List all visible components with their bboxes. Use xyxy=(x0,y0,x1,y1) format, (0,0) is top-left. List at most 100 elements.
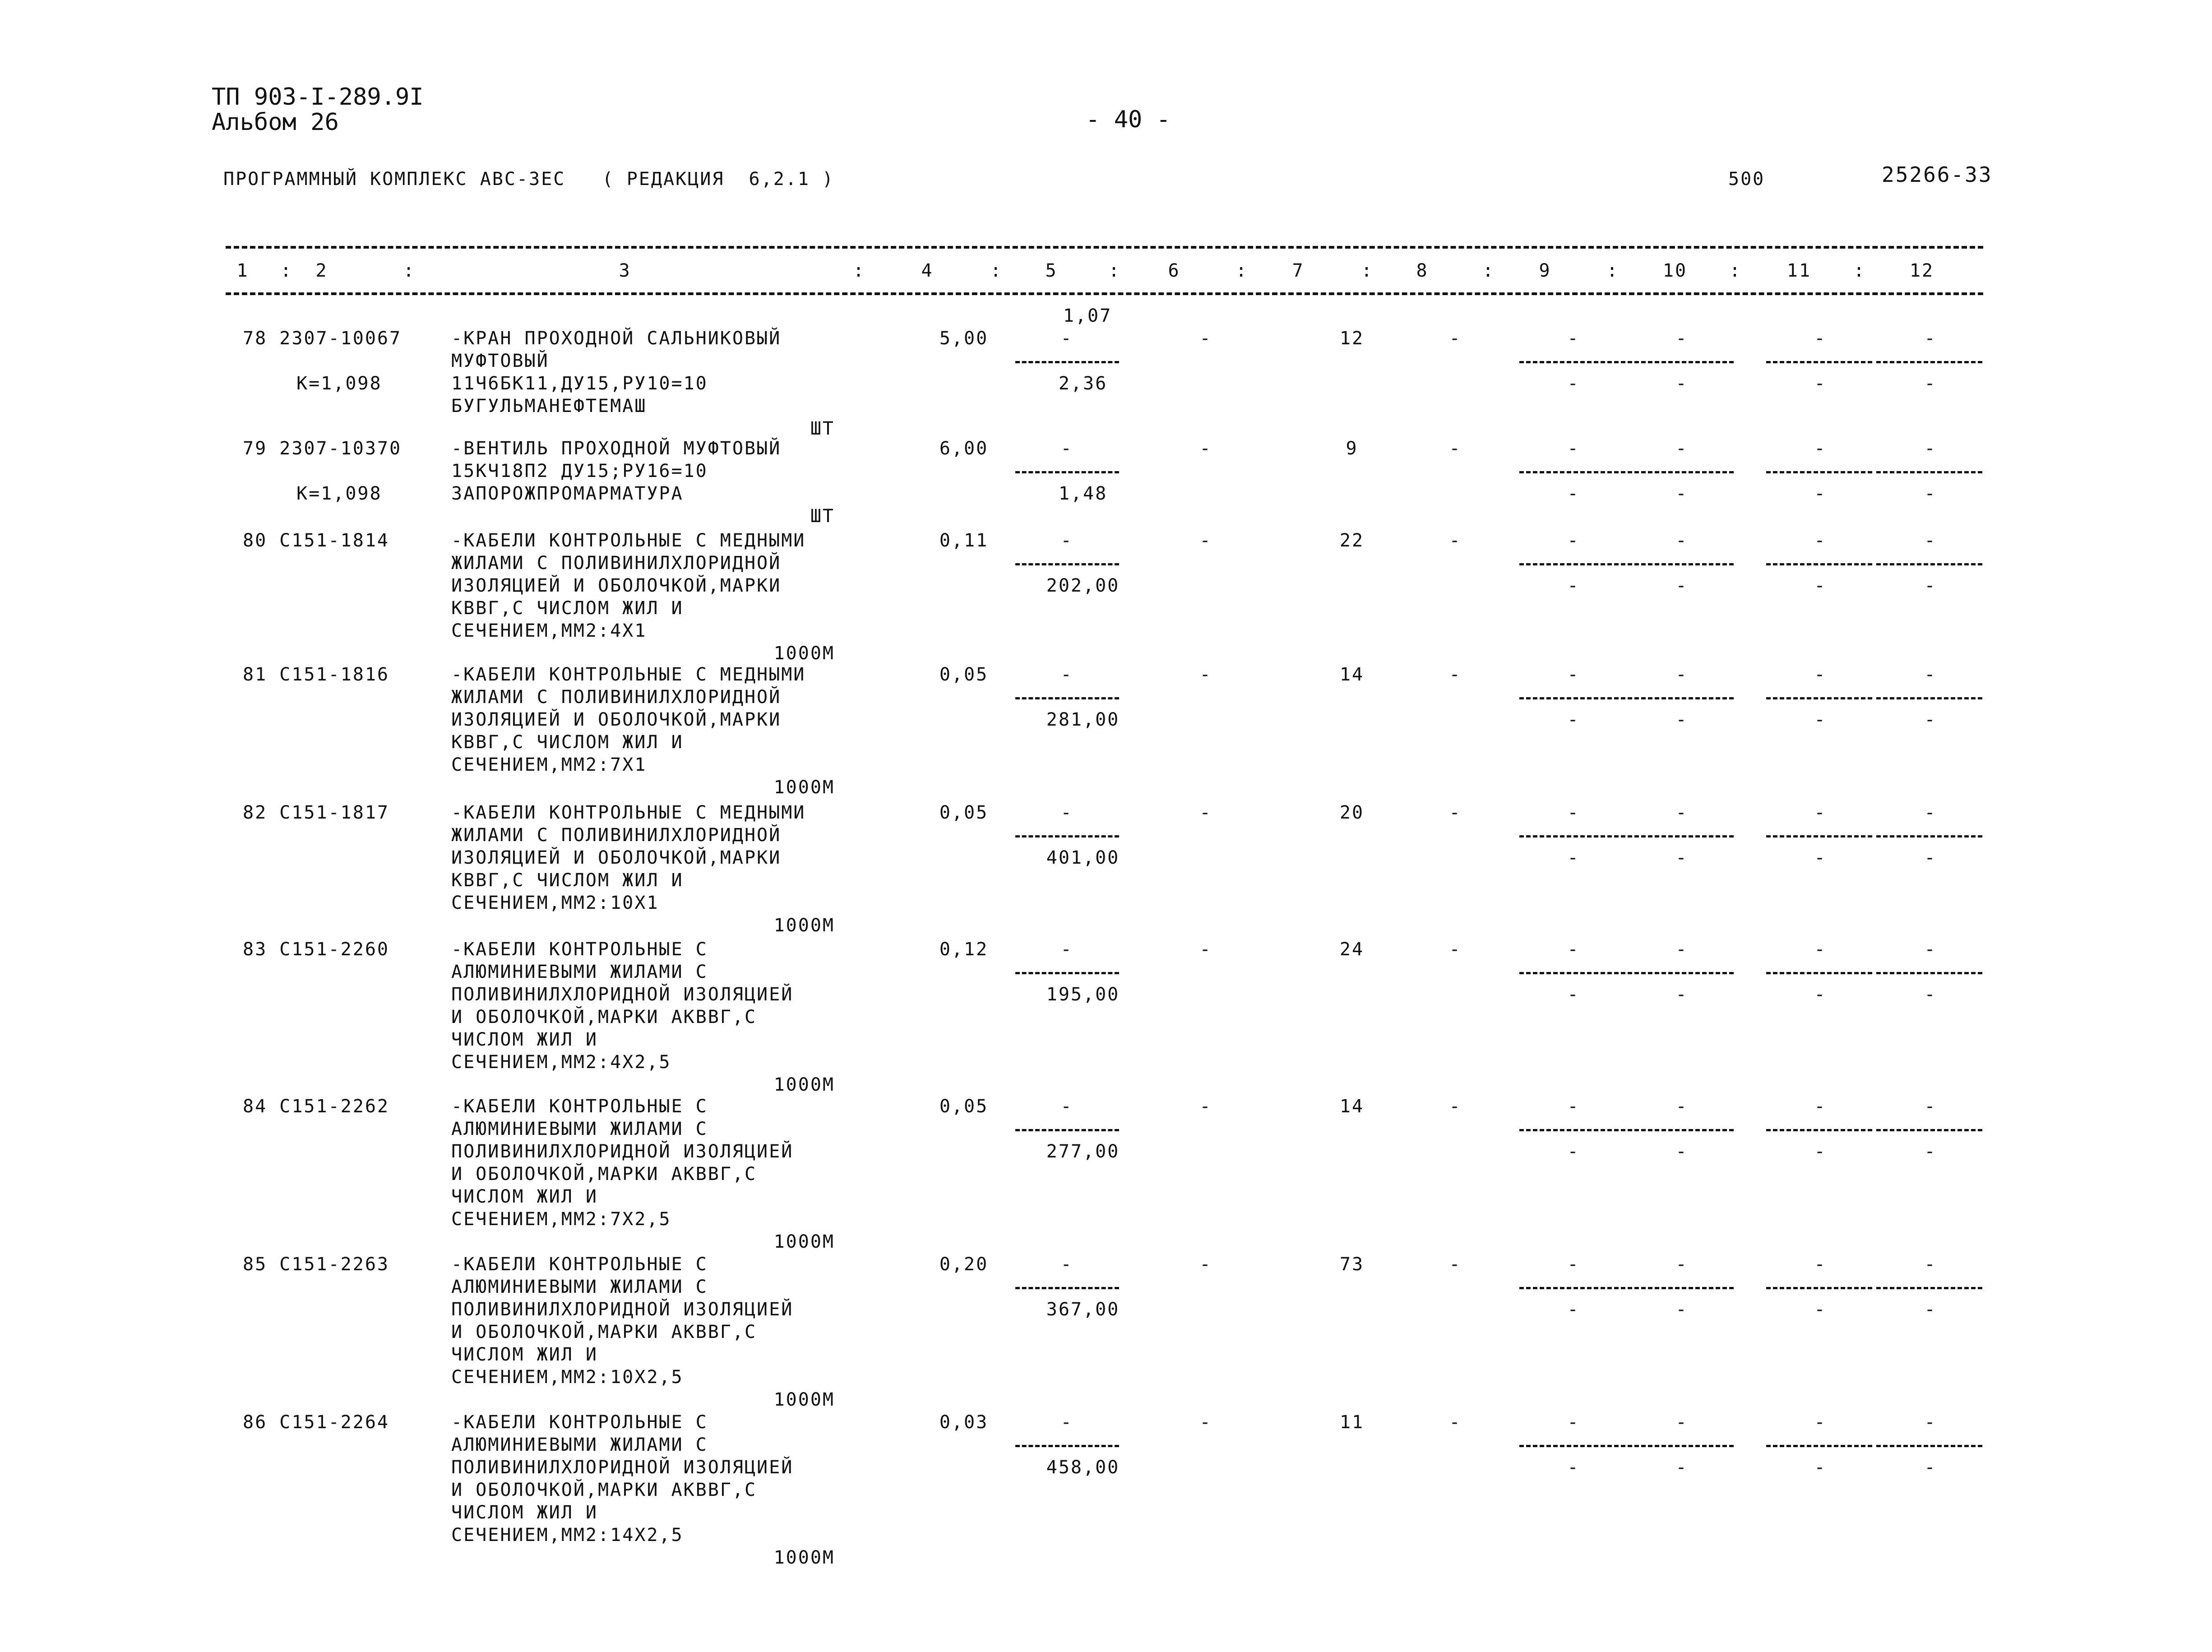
column-separator: : xyxy=(1482,260,1495,281)
column-separator: : xyxy=(1729,260,1742,281)
col11-dash: - xyxy=(1814,1412,1827,1433)
col9-dash-lower: - xyxy=(1567,1141,1580,1162)
column-header-2: 2 xyxy=(315,260,328,281)
col6-value: - xyxy=(1199,328,1212,349)
col10-dash-lower: - xyxy=(1675,709,1688,730)
col7-value: 73 xyxy=(1339,1254,1365,1275)
col10-dash: - xyxy=(1675,438,1688,459)
col4-value: 6,00 xyxy=(939,438,989,459)
column-header-6: 6 xyxy=(1168,260,1180,281)
col5-dash: - xyxy=(1060,664,1073,685)
col11-dash: - xyxy=(1814,438,1827,459)
col6-value: - xyxy=(1199,939,1212,960)
row-number-code: 83 С151-2260 xyxy=(243,939,389,960)
col10-dash-lower: - xyxy=(1675,984,1688,1005)
col8-value: - xyxy=(1449,1254,1462,1275)
table-top-rule xyxy=(226,246,1983,249)
description-line: СЕЧЕНИЕМ,ММ2:10Х2,5 xyxy=(451,1367,684,1388)
description-line: ЗАПОРОЖПРОМАРМАТУРА xyxy=(451,483,684,504)
col5-bottom-value: 401,00 xyxy=(1046,847,1120,868)
row-number-code: 85 С151-2263 xyxy=(243,1254,389,1275)
col11-dash-lower: - xyxy=(1814,847,1827,868)
description-line: -КАБЕЛИ КОНТРОЛЬНЫЕ С МЕДНЫМИ xyxy=(451,664,806,685)
column-separator: : xyxy=(1108,260,1121,281)
col9-divider xyxy=(1519,697,1625,699)
col12-dash: - xyxy=(1924,1254,1937,1275)
description-line: ЖИЛАМИ С ПОЛИВИНИЛХЛОРИДНОЙ xyxy=(451,825,782,846)
description-line: И ОБОЛОЧКОЙ,МАРКИ АКВВГ,С xyxy=(451,1164,757,1185)
col5-top-value: 1,07 xyxy=(1063,305,1112,326)
col7-value: 14 xyxy=(1339,1096,1365,1117)
description-line: И ОБОЛОЧКОЙ,МАРКИ АКВВГ,С xyxy=(451,1007,757,1027)
description-line: ЧИСЛОМ ЖИЛ И xyxy=(451,1344,598,1365)
col9-dash: - xyxy=(1567,664,1580,685)
col7-value: 14 xyxy=(1339,664,1365,685)
col9-dash-lower: - xyxy=(1567,984,1580,1005)
col11-divider xyxy=(1766,361,1872,363)
description-line: ЖИЛАМИ С ПОЛИВИНИЛХЛОРИДНОЙ xyxy=(451,553,782,574)
description-line: ЖИЛАМИ С ПОЛИВИНИЛХЛОРИДНОЙ xyxy=(451,687,782,708)
col9-dash: - xyxy=(1567,1412,1580,1433)
col4-value: 0,20 xyxy=(939,1254,989,1275)
col10-dash-lower: - xyxy=(1675,847,1688,868)
col12-dash: - xyxy=(1924,802,1937,823)
col11-dash: - xyxy=(1814,328,1827,349)
column-header-10: 10 xyxy=(1662,260,1688,281)
col12-divider xyxy=(1876,835,1982,838)
col4-value: 0,05 xyxy=(939,1096,989,1117)
description-line: -КАБЕЛИ КОНТРОЛЬНЫЕ С xyxy=(451,939,708,960)
col12-dash-lower: - xyxy=(1924,847,1937,868)
description-line: ИЗОЛЯЦИЕЙ И ОБОЛОЧКОЙ,МАРКИ xyxy=(451,575,782,596)
col12-dash: - xyxy=(1924,438,1937,459)
description-line: СЕЧЕНИЕМ,ММ2:10Х1 xyxy=(451,893,659,913)
col5-bottom-value: 281,00 xyxy=(1046,709,1120,730)
col12-dash-lower: - xyxy=(1924,709,1937,730)
col9-dash-lower: - xyxy=(1567,373,1580,394)
col10-dash: - xyxy=(1675,530,1688,551)
description-line: КВВГ,С ЧИСЛОМ ЖИЛ И xyxy=(451,732,684,753)
col12-dash: - xyxy=(1924,328,1937,349)
col6-value: - xyxy=(1199,1412,1212,1433)
unit-label: ШТ xyxy=(810,506,835,527)
col12-dash: - xyxy=(1924,664,1937,685)
col9-divider xyxy=(1519,835,1625,838)
unit-label: ШТ xyxy=(810,418,835,439)
description-line: -КАБЕЛИ КОНТРОЛЬНЫЕ С xyxy=(451,1096,708,1117)
row-number-code: 84 С151-2262 xyxy=(243,1096,389,1117)
description-line: ЧИСЛОМ ЖИЛ И xyxy=(451,1186,598,1207)
col9-dash-lower: - xyxy=(1567,575,1580,596)
col9-divider xyxy=(1519,1287,1625,1289)
description-line: ПОЛИВИНИЛХЛОРИДНОЙ ИЗОЛЯЦИЕЙ xyxy=(451,1457,794,1478)
col8-value: - xyxy=(1449,939,1462,960)
column-header-9: 9 xyxy=(1539,260,1551,281)
col12-dash-lower: - xyxy=(1924,1141,1937,1162)
col9-divider xyxy=(1519,1445,1625,1447)
col5-divider xyxy=(1015,972,1119,974)
col11-dash-lower: - xyxy=(1814,1141,1827,1162)
col9-dash-lower: - xyxy=(1567,847,1580,868)
col10-divider xyxy=(1628,1445,1734,1447)
col10-divider xyxy=(1628,972,1734,974)
col10-dash: - xyxy=(1675,328,1688,349)
row-number-code: 78 2307-10067 xyxy=(243,328,402,349)
col5-divider xyxy=(1015,835,1119,838)
description-line: 11Ч6БК11,ДУ15,РУ10=10 xyxy=(451,373,708,394)
description-line: ИЗОЛЯЦИЕЙ И ОБОЛОЧКОЙ,МАРКИ xyxy=(451,847,782,868)
col12-divider xyxy=(1876,361,1982,363)
col5-bottom-value: 2,36 xyxy=(1058,373,1108,394)
col5-bottom-value: 458,00 xyxy=(1046,1457,1120,1478)
col9-dash-lower: - xyxy=(1567,1299,1580,1320)
column-header-3: 3 xyxy=(619,260,631,281)
col4-value: 0,12 xyxy=(939,939,989,960)
col5-dash: - xyxy=(1060,1254,1073,1275)
col7-value: 9 xyxy=(1346,438,1358,459)
description-line: СЕЧЕНИЕМ,ММ2:4Х1 xyxy=(451,620,647,641)
description-line: И ОБОЛОЧКОЙ,МАРКИ АКВВГ,С xyxy=(451,1480,757,1500)
col10-divider xyxy=(1628,563,1734,565)
description-line: АЛЮМИНИЕВЫМИ ЖИЛАМИ С xyxy=(451,1119,708,1139)
col5-dash: - xyxy=(1060,328,1073,349)
document-code: ТП 903-I-289.9I xyxy=(212,83,424,111)
row-number-code: 80 С151-1814 xyxy=(243,530,389,551)
row-number-code: 79 2307-10370 xyxy=(243,438,402,459)
col5-dash: - xyxy=(1060,1096,1073,1117)
